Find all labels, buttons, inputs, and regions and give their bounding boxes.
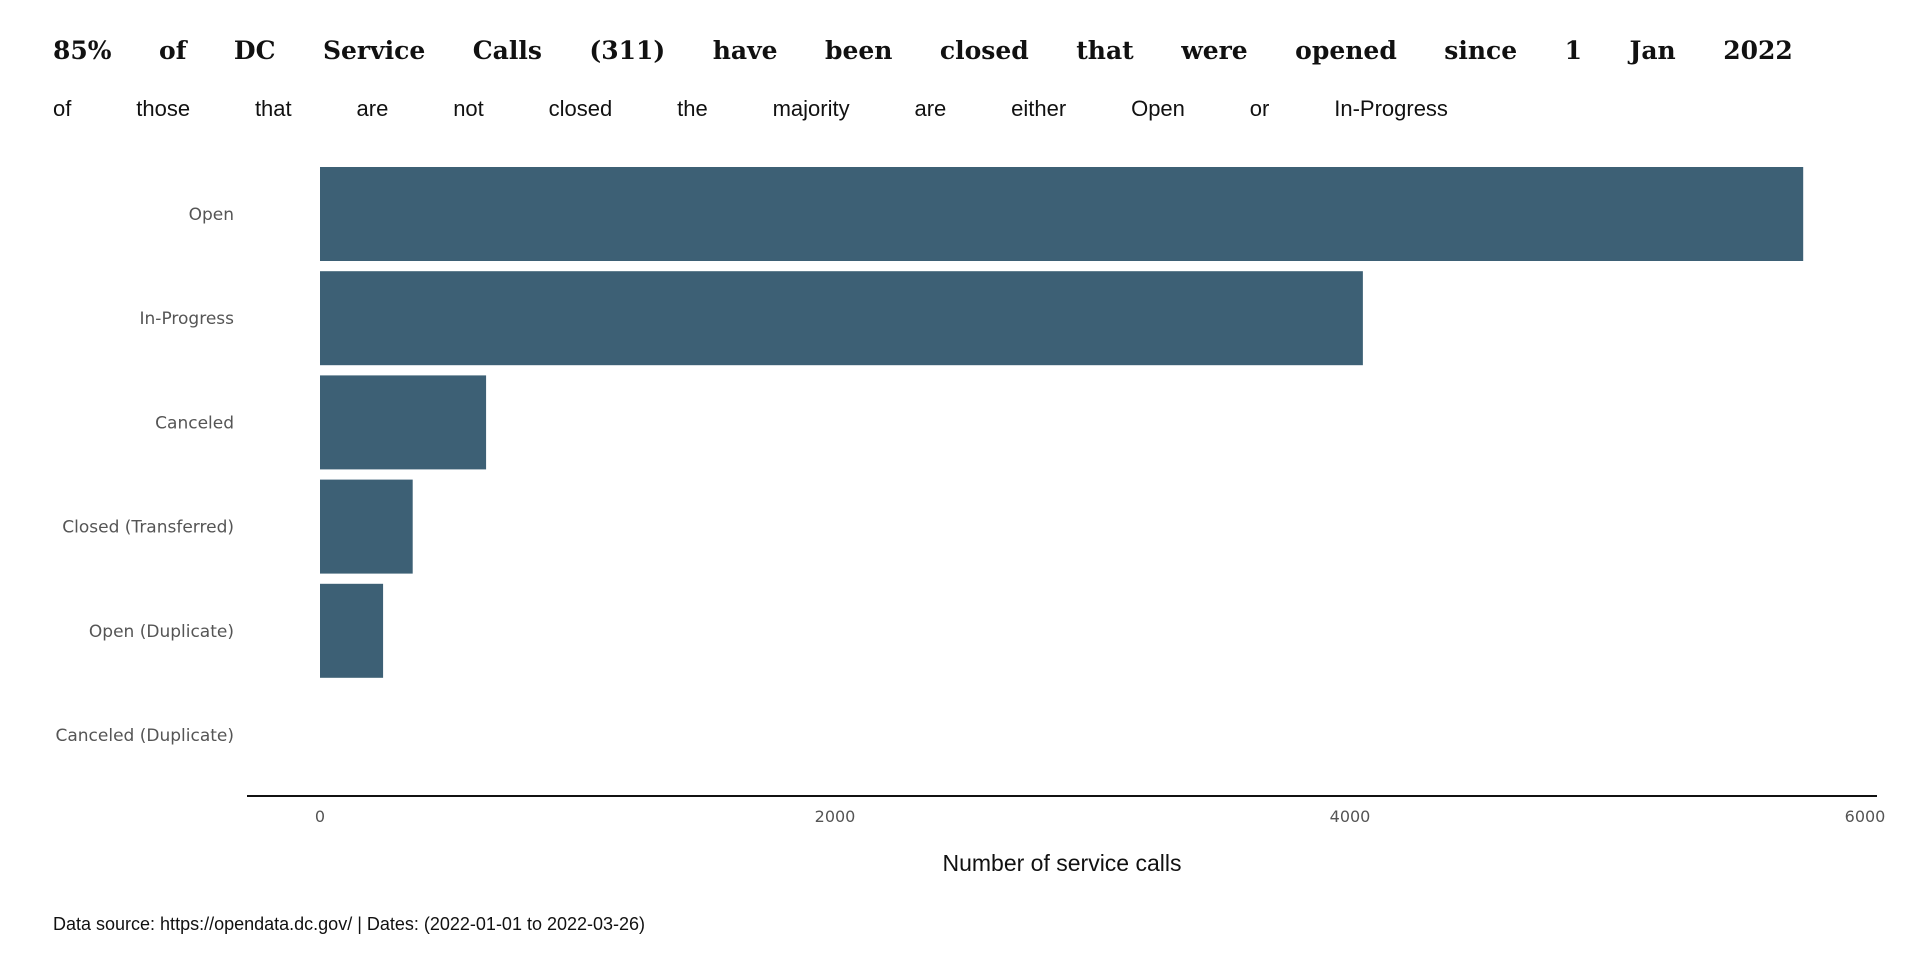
bar-closed-transferred — [320, 479, 413, 574]
subtitle-word: In-Progress — [1334, 96, 1448, 121]
title-word: opened — [1295, 36, 1397, 65]
subtitle-word: are — [914, 96, 947, 121]
title-word: been — [824, 36, 893, 65]
bar-canceled — [320, 375, 487, 470]
title-word: have — [712, 36, 778, 65]
bar-in-progress — [320, 271, 1363, 366]
subtitle-word: either — [1011, 96, 1067, 121]
bar-open — [320, 167, 1804, 261]
subtitle-word: that — [254, 96, 292, 121]
category-label: Closed (Transferred) — [62, 518, 234, 538]
x-axis-title: Number of service calls — [942, 850, 1181, 876]
bar-open-duplicate — [320, 583, 384, 678]
category-label: In-Progress — [140, 309, 235, 329]
title-word: of — [159, 36, 187, 65]
subtitle-word: the — [677, 96, 708, 121]
subtitle-word: not — [453, 96, 484, 121]
subtitle-word: or — [1249, 96, 1270, 121]
category-label: Canceled — [155, 413, 234, 433]
title-word: 85% — [53, 36, 112, 65]
x-tick-label: 2000 — [815, 807, 856, 826]
title-word: closed — [939, 36, 1029, 65]
x-ticks: 0 2000 4000 6000 — [315, 807, 1885, 826]
title-word: Service — [322, 36, 426, 65]
bar-chart: Open In-Progress Canceled Closed (Transferr… — [56, 167, 1885, 876]
subtitle-word: are — [356, 96, 389, 121]
title-word: DC — [233, 36, 276, 65]
x-tick-label: 4000 — [1330, 807, 1371, 826]
title-word: were — [1181, 36, 1248, 65]
x-tick-label: 0 — [315, 807, 325, 826]
title-word: that — [1076, 36, 1134, 65]
chart-subtitle: of those that are not closed the majority are eit… — [53, 96, 1448, 122]
subtitle-word: Open — [1131, 96, 1185, 121]
subtitle-word: of — [53, 96, 72, 121]
chart-title: 85% of DC Service Calls (311) have been closed th… — [53, 36, 1793, 65]
title-word: Jan — [1629, 36, 1676, 65]
x-tick-label: 6000 — [1845, 807, 1886, 826]
subtitle-word: closed — [548, 96, 613, 121]
bars — [320, 167, 1804, 678]
title-word: 1 — [1564, 36, 1583, 65]
title-word: (311) — [589, 36, 666, 65]
subtitle-word: those — [136, 96, 191, 121]
category-label: Open — [189, 205, 234, 225]
category-labels: Open In-Progress Canceled Closed (Transferr… — [56, 205, 235, 746]
category-label: Open (Duplicate) — [89, 622, 234, 642]
title-word: Calls — [472, 36, 542, 65]
title-word: 2022 — [1723, 36, 1793, 65]
category-label: Canceled (Duplicate) — [56, 726, 235, 746]
source-note: Data source: https://opendata.dc.gov/ | … — [53, 914, 646, 934]
title-word: since — [1444, 36, 1518, 65]
subtitle-word: majority — [772, 96, 850, 121]
